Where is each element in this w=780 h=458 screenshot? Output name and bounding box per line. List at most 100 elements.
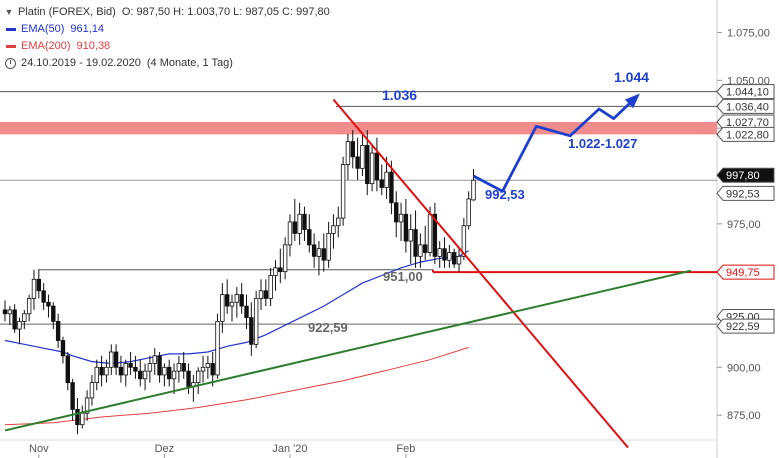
annotation-label: 992,53 [485,187,525,202]
price-tag [716,98,775,114]
chart-legend: ▼ Platin (FOREX, Bid) O: 987,50 H: 1.003… [4,4,330,72]
candle-body [109,351,114,368]
candle-body [253,298,259,345]
ema200-label: EMA(200) [21,40,71,52]
candle-body [307,229,312,246]
price-tag-label: 992,53 [726,188,760,200]
candle-body [471,179,476,201]
candle-body [447,252,452,261]
candle-body [210,363,215,376]
x-tick-label: Dez [155,443,175,455]
candle-body [350,141,355,158]
candle-body [195,370,201,384]
price-tag [716,318,775,334]
candle-body [118,366,124,376]
ema50-value: 961,14 [70,23,105,35]
candle-body [423,244,428,253]
candle-body [442,248,447,261]
price-tag-label: 1.027,70 [726,117,769,129]
candle-body [263,290,269,299]
annotation-label: 1.044 [614,69,649,85]
candle-body [326,232,331,261]
candle-body [278,267,283,273]
candle-body [258,290,264,299]
projection-path [472,94,639,193]
candle-body [287,221,293,246]
candle-body [31,278,37,299]
candle-body [157,355,162,376]
price-tag-label: 1.022,80 [726,129,769,141]
candle-body [331,225,336,234]
candle-body [413,229,418,257]
candle-body [65,355,70,384]
legend-ema50-row: EMA(50) 961,14 [4,21,330,38]
candle-body [162,366,167,376]
candle-body [321,248,326,261]
candle-body [94,366,99,384]
y-tick-label: 1.075,00 [727,28,770,40]
candle-body [403,213,409,242]
projection-arrowhead [624,93,640,109]
candle-body [167,366,172,380]
ema50-line [4,250,470,365]
candle-body [432,213,438,257]
candle-body [113,351,119,368]
candle-body [51,305,56,322]
instrument-name: Platin (FOREX, Bid) [18,6,116,18]
y-tick-label: 975,00 [727,219,761,231]
candle-body [398,213,404,223]
candle-body [360,144,365,169]
candle-body [26,298,32,315]
candle-body [292,221,297,234]
candle-body [80,412,85,426]
candle-body [384,171,389,188]
price-tag [716,126,775,142]
candle-body [147,363,153,372]
x-tick-label: Jan '20 [272,443,307,455]
clock-icon [5,58,16,69]
candle-body [234,294,240,303]
ohlc-values: O: 987,50 H: 1.003,70 L: 987,05 C: 997,8… [121,6,330,18]
candle-body [297,213,302,234]
candle-body [142,370,148,380]
price-tag-label: 949,75 [726,267,760,279]
candle-body [220,294,225,322]
candle-body [123,363,128,376]
candle-body [89,382,95,399]
ema50-label: EMA(50) [21,23,65,35]
candle-body [7,309,13,315]
candle-body [239,294,244,307]
ema200-line [4,346,469,426]
uptrend-line [4,269,692,432]
candle-body [46,301,51,307]
legend-instrument-row: ▼ Platin (FOREX, Bid) O: 987,50 H: 1.003… [4,4,330,21]
candle-body [394,202,399,223]
candle-body [461,225,467,257]
candle-body [70,382,75,410]
price-tag-label: 1.044,10 [726,87,769,99]
candle-body [427,213,433,253]
candle-body [389,171,394,204]
candle-body [99,366,104,376]
candle-body [365,144,370,185]
y-tick-label: 875,00 [727,410,761,422]
candle-body [369,152,375,185]
candle-body [229,301,235,307]
candle-body [186,370,191,387]
candle-body [17,320,22,330]
candle-body [244,305,249,318]
x-tick-label: Nov [29,443,49,455]
candle-body [273,267,278,276]
annotation-label: 922,59 [308,320,348,335]
candle-body [36,278,42,292]
annotation-label: 1.022-1.027 [568,136,637,151]
candle-body [418,244,423,257]
candle-body [408,229,413,242]
chevron-down-icon[interactable]: ▼ [4,7,14,17]
ema200-swatch [6,45,16,48]
candle-body [451,252,457,265]
candle-body [41,290,46,303]
candle-body [336,217,341,227]
y-tick-label: 900,00 [727,362,761,374]
